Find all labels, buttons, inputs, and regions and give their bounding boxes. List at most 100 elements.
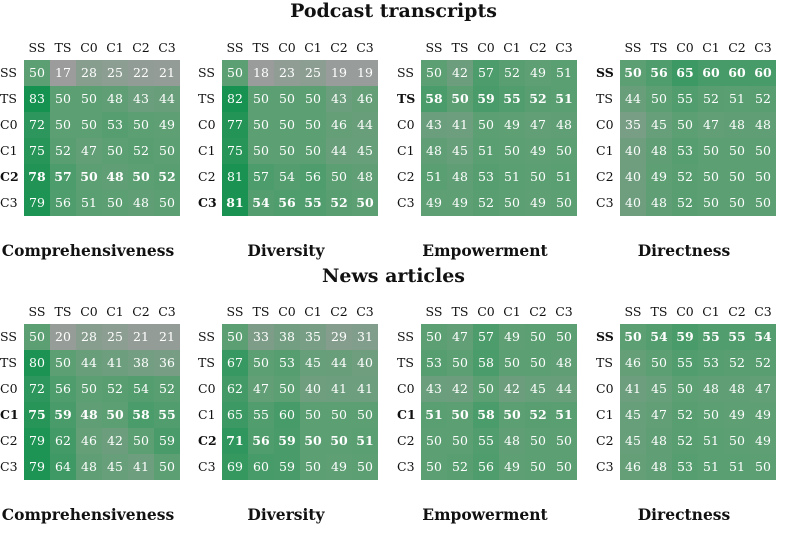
heatmap-cell: 45: [102, 454, 128, 480]
heatmap-panel-podcast-empowerment: SS TS C0 C1 C2 C3 SS 50 42 57 52 49 51 TS 58 50 59 55 52 51…: [397, 38, 577, 278]
heatmap-cell: 59: [274, 454, 300, 480]
heatmap-cell: 55: [698, 324, 724, 350]
heatmap-cell: 48: [352, 164, 378, 190]
row-header: TS: [198, 355, 215, 370]
row-header: C2: [596, 169, 614, 184]
heatmap-title: Empowerment: [422, 241, 548, 260]
heatmap-cell: 42: [499, 376, 525, 402]
heatmap-cell: 50: [447, 428, 473, 454]
row-header: TS: [397, 91, 416, 106]
heatmap-cell: 50: [24, 60, 50, 86]
heatmap-cell: 50: [724, 164, 750, 190]
heatmap-cell: 58: [421, 86, 447, 112]
heatmap-cell: 48: [421, 138, 447, 164]
heatmap-cell: 41: [326, 376, 352, 402]
heatmap-cell: 50: [300, 454, 326, 480]
heatmap-cell: 44: [326, 138, 352, 164]
column-header: SS: [28, 304, 46, 319]
row-header: C2: [596, 433, 614, 448]
heatmap-cell: 48: [646, 190, 672, 216]
heatmap-cell: 35: [300, 324, 326, 350]
heatmap-cell: 55: [154, 402, 180, 428]
column-header: C1: [702, 304, 720, 319]
heatmap-cell: 59: [154, 428, 180, 454]
heatmap-cell: 50: [551, 428, 577, 454]
heatmap-cell: 50: [499, 190, 525, 216]
heatmap-panel-news-comprehensiveness: SS TS C0 C1 C2 C3 SS 50 20 28 25 21 21 TS 80 50 44 41 38 36…: [0, 302, 180, 542]
row-header: SS: [397, 65, 414, 80]
heatmap-cell: 36: [154, 350, 180, 376]
heatmap-cell: 82: [222, 86, 248, 112]
row-header: C2: [198, 433, 217, 448]
column-header: SS: [624, 40, 642, 55]
heatmap-cell: 50: [222, 324, 248, 350]
heatmap-cell: 44: [326, 350, 352, 376]
row-header: C3: [198, 195, 217, 210]
heatmap-cell: 49: [499, 324, 525, 350]
heatmap-cell: 48: [698, 376, 724, 402]
column-header: TS: [451, 304, 469, 319]
heatmap-cell: 51: [724, 454, 750, 480]
column-header: C1: [503, 304, 521, 319]
heatmap-cell: 47: [750, 376, 776, 402]
heatmap-cell: 48: [646, 454, 672, 480]
heatmap-cell: 50: [24, 324, 50, 350]
heatmap-cell: 47: [248, 376, 274, 402]
row-header: SS: [198, 65, 215, 80]
heatmap-cell: 28: [76, 324, 102, 350]
heatmap-cell: 50: [551, 324, 577, 350]
heatmap-cell: 79: [24, 428, 50, 454]
heatmap-cell: 50: [300, 428, 326, 454]
heatmap-cell: 53: [274, 350, 300, 376]
column-header: C3: [356, 40, 374, 55]
heatmap-cell: 46: [326, 112, 352, 138]
heatmap-cell: 52: [698, 86, 724, 112]
heatmap-cell: 25: [102, 60, 128, 86]
heatmap-cell: 50: [248, 138, 274, 164]
heatmap-cell: 45: [447, 138, 473, 164]
row-header: C1: [596, 143, 614, 158]
row-header: SS: [198, 329, 215, 344]
heatmap-cell: 46: [352, 86, 378, 112]
heatmap-cell: 42: [447, 60, 473, 86]
heatmap-cell: 52: [128, 138, 154, 164]
heatmap-cell: 55: [473, 428, 499, 454]
row-header: C0: [596, 381, 614, 396]
heatmap-cell: 45: [646, 376, 672, 402]
row-header: SS: [397, 329, 414, 344]
heatmap-cell: 50: [222, 60, 248, 86]
heatmap-cell: 49: [646, 164, 672, 190]
heatmap-cell: 52: [154, 376, 180, 402]
column-header: C3: [555, 304, 573, 319]
row-header: C0: [198, 381, 216, 396]
column-header: C2: [132, 40, 150, 55]
heatmap-cell: 49: [525, 138, 551, 164]
heatmap-cell: 50: [102, 402, 128, 428]
heatmap-cell: 75: [24, 138, 50, 164]
row-header: C2: [397, 169, 415, 184]
heatmap-cell: 50: [352, 190, 378, 216]
heatmap-cell: 72: [24, 112, 50, 138]
heatmap-cell: 45: [620, 402, 646, 428]
heatmap-cell: 57: [248, 164, 274, 190]
heatmap-cell: 44: [76, 350, 102, 376]
heatmap-cell: 43: [421, 376, 447, 402]
heatmap-cell: 50: [620, 324, 646, 350]
heatmap-cell: 52: [326, 190, 352, 216]
heatmap-cell: 72: [24, 376, 50, 402]
row-header: C2: [397, 433, 415, 448]
heatmap-cell: 53: [421, 350, 447, 376]
heatmap-cell: 56: [50, 376, 76, 402]
row-header: TS: [397, 355, 414, 370]
heatmap-cell: 50: [724, 190, 750, 216]
column-header: TS: [252, 304, 270, 319]
heatmap-cell: 50: [525, 350, 551, 376]
heatmap-cell: 33: [248, 324, 274, 350]
heatmap-cell: 48: [646, 138, 672, 164]
heatmap-cell: 18: [248, 60, 274, 86]
heatmap-cell: 83: [24, 86, 50, 112]
heatmap-cell: 65: [222, 402, 248, 428]
heatmap-cell: 50: [76, 164, 102, 190]
heatmap-cell: 50: [750, 164, 776, 190]
heatmap-cell: 49: [326, 454, 352, 480]
